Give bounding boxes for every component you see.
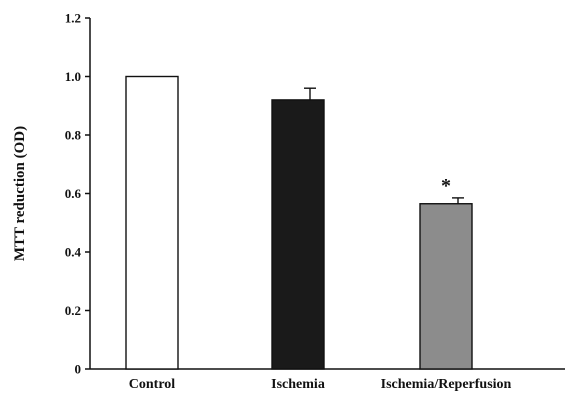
y-tick-label: 0.8 — [65, 128, 82, 143]
y-tick-label: 0.4 — [65, 245, 82, 260]
category-labels: Control Ischemia Ischemia/Reperfusion — [129, 377, 512, 392]
y-axis: 0 0.2 0.4 0.6 0.8 1.0 1.2 — [65, 11, 91, 377]
bar-ischemia — [271, 99, 325, 370]
category-label: Ischemia/Reperfusion — [381, 377, 512, 392]
y-axis-label: MTT reduction (OD) — [12, 126, 28, 261]
category-label: Ischemia — [271, 377, 325, 392]
y-tick-label: 0 — [75, 362, 82, 377]
y-tick-label: 1.0 — [65, 69, 81, 84]
y-tick-label: 0.6 — [65, 186, 82, 201]
bars — [125, 75, 473, 370]
bar-ischemia-reperfusion — [419, 203, 473, 370]
annotations: * — [441, 175, 451, 197]
bar-control — [125, 75, 179, 370]
category-label: Control — [129, 377, 176, 392]
significance-marker: * — [441, 175, 451, 197]
error-bars — [304, 87, 464, 204]
y-tick-label: 1.2 — [65, 11, 81, 26]
y-tick-label: 0.2 — [65, 303, 81, 318]
